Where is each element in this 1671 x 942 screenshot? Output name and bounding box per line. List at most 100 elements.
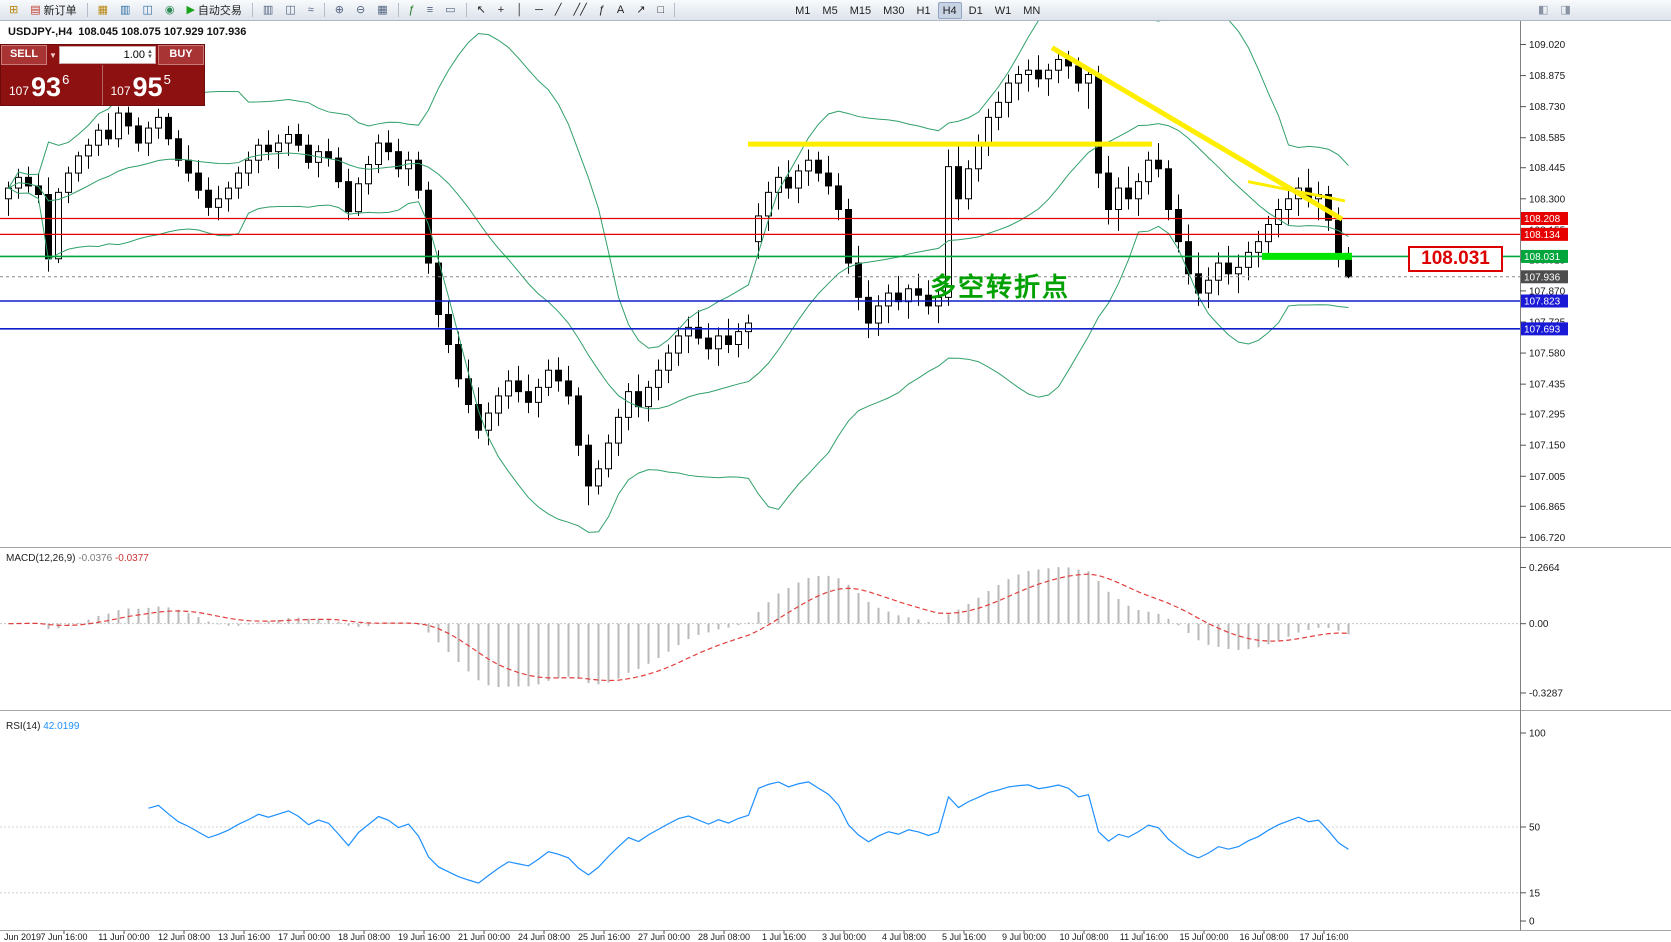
timeframe-h1-button[interactable]: H1 (912, 2, 936, 19)
timeframe-mn-button[interactable]: MN (1018, 2, 1045, 19)
svg-text:108.445: 108.445 (1529, 163, 1566, 174)
candle-body (725, 335, 732, 345)
timeframe-w1-button[interactable]: W1 (990, 2, 1017, 19)
toolbar-right-group: ◧ ◨ (1532, 0, 1577, 21)
svg-text:107.693: 107.693 (1524, 324, 1561, 335)
svg-text:Jun 2019: Jun 2019 (4, 932, 41, 942)
autotrading-button[interactable]: ▶ 自动交易 (181, 2, 246, 19)
timeframe-h4-button[interactable]: H4 (937, 2, 962, 20)
candle-body (175, 138, 182, 161)
volume-up-icon[interactable]: ▲ (147, 49, 153, 55)
candle-body (475, 404, 482, 431)
navigator-icon-glyph: ◉ (164, 3, 175, 16)
svg-text:18 Jun 08:00: 18 Jun 08:00 (338, 932, 390, 942)
price-tag (1521, 322, 1568, 336)
candle-body (395, 151, 402, 170)
volume-dropdown-icon[interactable]: ▼ (49, 50, 57, 60)
candle-body (985, 116, 992, 146)
indicators-icon[interactable]: ƒ (404, 2, 420, 19)
line-chart-icon[interactable]: ≈ (303, 2, 319, 19)
timeframe-m1-button-label: M1 (795, 4, 811, 17)
candle-body (805, 159, 812, 172)
timeframe-m15-button[interactable]: M15 (845, 2, 876, 19)
svg-text:0.00: 0.00 (1529, 619, 1549, 630)
bar-chart-icon[interactable]: ▥ (258, 2, 278, 19)
vertical-line-icon[interactable]: │ (511, 2, 528, 19)
candle-body (675, 335, 682, 354)
timeframe-m30-button-label: M30 (883, 4, 905, 17)
volume-spinner: ▲ ▼ (147, 49, 153, 60)
arrow-objects-icon-glyph: ↗ (636, 3, 646, 16)
svg-text:107.936: 107.936 (1524, 272, 1561, 283)
sell-button[interactable]: SELL (1, 45, 47, 65)
chart-shift-icon[interactable]: ◨ (1555, 2, 1575, 19)
candle-body (585, 444, 592, 487)
candlestick-chart-icon[interactable]: ◫ (280, 2, 300, 19)
templates-icon[interactable]: ▭ (440, 2, 460, 19)
candle-body (1115, 187, 1122, 210)
timeframe-m5-button[interactable]: M5 (817, 2, 842, 19)
tile-windows-icon[interactable]: ▦ (372, 2, 392, 19)
new-order-button[interactable]: ▤ 新订单 (25, 2, 81, 19)
candle-body (85, 144, 92, 157)
buy-price-head: 107 (110, 84, 131, 98)
svg-text:17 Jun 00:00: 17 Jun 00:00 (278, 932, 330, 942)
navigator-icon[interactable]: ◉ (160, 2, 180, 19)
text-icon[interactable]: A (612, 2, 629, 19)
candle-body (105, 129, 112, 140)
trendline-icon[interactable]: ╱ (550, 2, 567, 19)
volume-input[interactable]: 1.00 ▲ ▼ (58, 46, 156, 64)
horizontal-line-icon-glyph: ─ (535, 3, 543, 16)
annotation-text: 多空转折点 (930, 272, 1070, 302)
auto-scroll-icon[interactable]: ◧ (1533, 2, 1553, 19)
svg-text:5 Jul 16:00: 5 Jul 16:00 (942, 932, 986, 942)
horizontal-line-icon[interactable]: ─ (530, 2, 548, 19)
candle-body (1055, 59, 1062, 71)
market-watch-icon[interactable]: ▥ (115, 2, 135, 19)
svg-text:107.005: 107.005 (1529, 472, 1566, 483)
candle-body (415, 159, 422, 191)
data-window-icon[interactable]: ◫ (137, 2, 157, 19)
candle-body (1155, 159, 1162, 170)
crosshair-icon[interactable]: + (493, 2, 509, 19)
volume-down-icon[interactable]: ▼ (147, 54, 153, 60)
arrow-objects-icon[interactable]: ↗ (631, 2, 650, 19)
svg-text:9 Jul 00:00: 9 Jul 00:00 (1002, 932, 1046, 942)
timeframe-m5-button-label: M5 (822, 4, 838, 17)
buy-button[interactable]: BUY (158, 45, 204, 65)
new-order-button-label: 新订单 (43, 5, 77, 17)
new-chart-button[interactable]: ⊞ (4, 2, 23, 19)
fibonacci-icon[interactable]: ƒ (594, 2, 610, 19)
candle-body (1245, 251, 1252, 268)
timeframe-m30-button[interactable]: M30 (878, 2, 909, 19)
sell-price[interactable]: 107 93 6 (1, 65, 103, 105)
svg-text:25 Jun 16:00: 25 Jun 16:00 (578, 932, 630, 942)
vertical-line-icon-glyph: │ (516, 3, 524, 16)
candle-body (515, 380, 522, 393)
macd-signal-line (8, 573, 1349, 682)
candle-body (1225, 262, 1232, 275)
candle-body (1255, 241, 1262, 253)
periodicity-icon[interactable]: ≡ (422, 2, 438, 19)
candle-body (735, 331, 742, 345)
macd-panel (0, 567, 1520, 688)
bollinger-bands (8, 21, 1349, 533)
timeframe-m1-button[interactable]: M1 (790, 2, 815, 19)
cursor-icon[interactable]: ↖ (472, 2, 491, 19)
shapes-icon[interactable]: □ (652, 2, 669, 19)
buy-price[interactable]: 107 95 5 (103, 65, 205, 105)
candle-body (685, 326, 692, 337)
candle-body (325, 151, 332, 159)
timeframe-d1-button[interactable]: D1 (964, 2, 988, 19)
channel-icon[interactable]: ╱╱ (569, 2, 592, 19)
bollinger-middle (8, 123, 1349, 410)
zoom-out-icon[interactable]: ⊖ (351, 2, 370, 19)
zoom-in-icon[interactable]: ⊕ (330, 2, 349, 19)
data-window-icon-glyph: ◫ (142, 3, 153, 16)
candle-body (345, 181, 352, 213)
candle-body (255, 144, 262, 161)
charts-window-icon[interactable]: ▦ (93, 2, 113, 19)
toolbar-separator (86, 3, 88, 17)
svg-text:-0.3287: -0.3287 (1529, 688, 1563, 699)
